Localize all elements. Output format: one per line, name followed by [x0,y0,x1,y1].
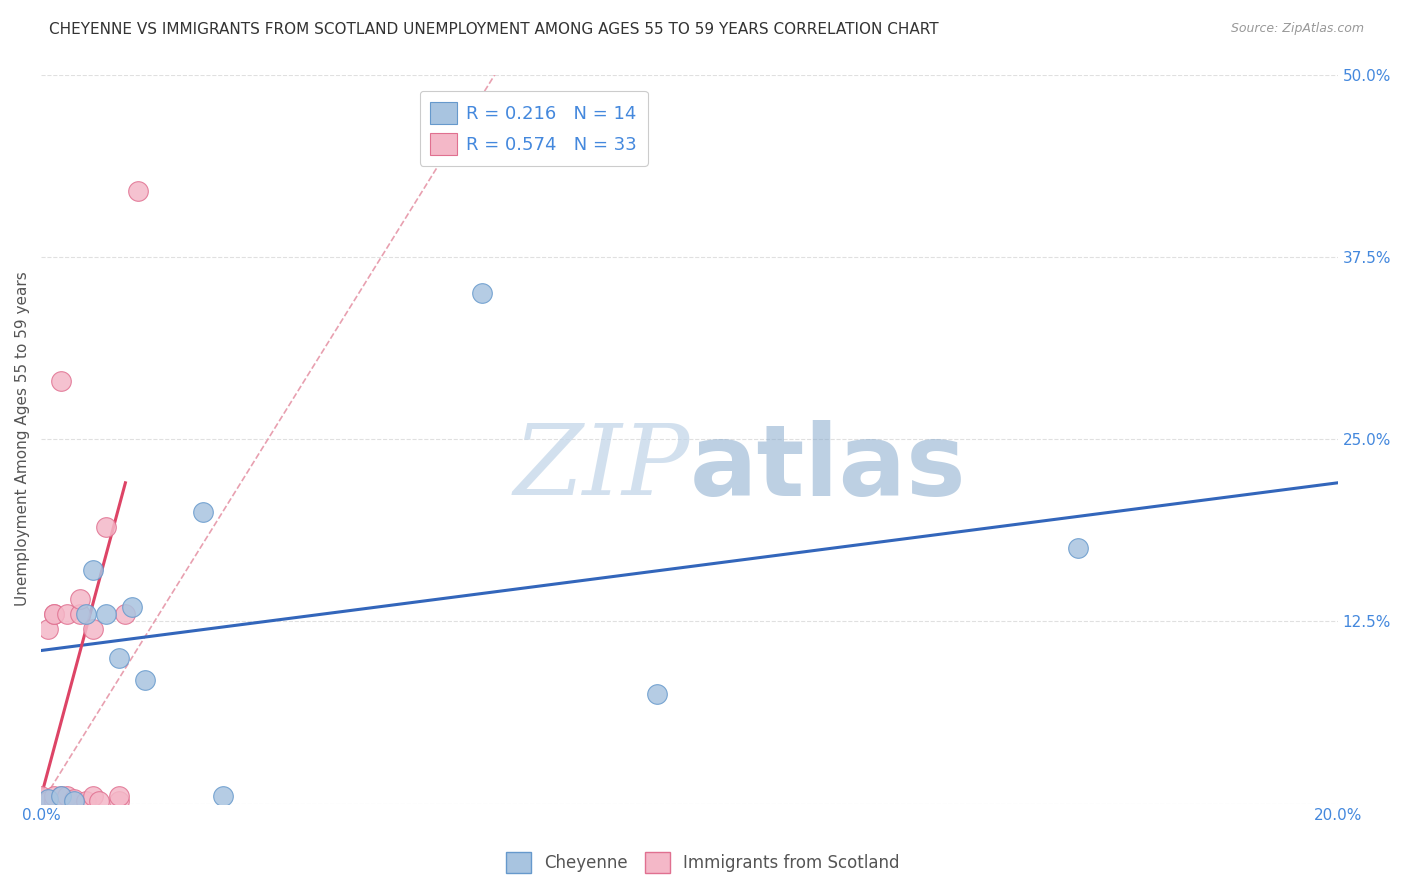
Point [30,794,52,808]
Point [76,794,98,808]
Point [471,286,494,301]
Point [30,794,52,808]
Y-axis label: Unemployment Among Ages 55 to 59 years: Unemployment Among Ages 55 to 59 years [15,272,30,607]
Point [193,505,215,519]
Point [62,792,84,806]
Point [42,794,65,808]
Point [134,673,156,687]
Point [49,789,72,804]
Point [56,789,79,804]
Point [30,790,52,805]
Point [30,794,52,808]
Point [30,789,52,804]
Point [42,607,65,621]
Point [42,789,65,804]
Point [30,794,52,808]
Point [37,794,59,808]
Point [82,789,104,804]
Text: atlas: atlas [689,420,966,516]
Point [30,794,52,808]
Point [30,794,52,808]
Point [82,622,104,636]
Point [94,519,117,533]
Text: CHEYENNE VS IMMIGRANTS FROM SCOTLAND UNEMPLOYMENT AMONG AGES 55 TO 59 YEARS CORR: CHEYENNE VS IMMIGRANTS FROM SCOTLAND UNE… [49,22,939,37]
Point [62,794,84,808]
Point [82,563,104,577]
Legend: R = 0.216   N = 14, R = 0.574   N = 33: R = 0.216 N = 14, R = 0.574 N = 33 [419,91,648,166]
Point [76,607,98,621]
Point [69,607,91,621]
Point [108,789,131,804]
Text: Source: ZipAtlas.com: Source: ZipAtlas.com [1230,22,1364,36]
Point [37,792,59,806]
Point [37,622,59,636]
Text: ZIP: ZIP [513,421,689,516]
Point [1067,541,1090,556]
Point [30,794,52,808]
Point [49,374,72,388]
Point [56,607,79,621]
Point [30,794,52,808]
Point [42,607,65,621]
Legend: Cheyenne, Immigrants from Scotland: Cheyenne, Immigrants from Scotland [499,846,907,880]
Point [89,794,111,808]
Point [94,607,117,621]
Point [121,599,143,614]
Point [30,792,52,806]
Point [108,794,131,808]
Point [211,789,233,804]
Point [114,607,136,621]
Point [49,789,72,804]
Point [127,184,149,198]
Point [645,687,668,701]
Point [108,650,131,665]
Point [69,592,91,607]
